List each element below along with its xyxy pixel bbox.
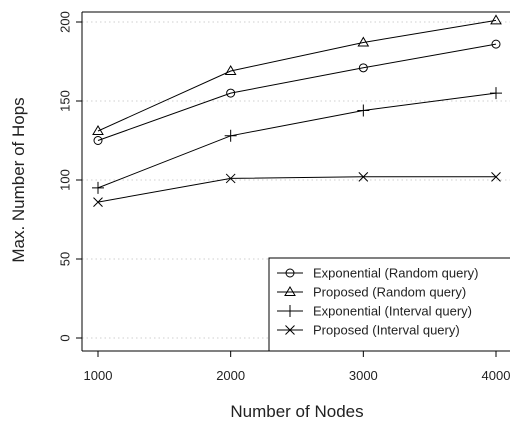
y-tick-label: 200 [58,11,73,33]
legend-label: Proposed (Interval query) [313,323,460,338]
x-tick-label: 2000 [216,368,245,383]
y-tick-label: 50 [58,252,73,266]
legend: Exponential (Random query) Proposed (Rand… [269,258,510,351]
y-tick-label: 100 [58,169,73,191]
legend-label: Exponential (Random query) [313,266,478,281]
y-axis: 0 50 100 150 200 [58,11,83,341]
x-tick-label: 4000 [482,368,510,383]
y-tick-label: 150 [58,90,73,112]
x-tick-label: 1000 [84,368,113,383]
y-axis-title: Max. Number of Hops [9,97,28,262]
x-axis: 1000 2000 3000 4000 [84,351,510,383]
legend-label: Proposed (Random query) [313,285,466,300]
legend-label: Exponential (Interval query) [313,304,472,319]
y-tick-label: 0 [58,334,73,341]
x-axis-title: Number of Nodes [230,402,363,421]
x-tick-label: 3000 [349,368,378,383]
